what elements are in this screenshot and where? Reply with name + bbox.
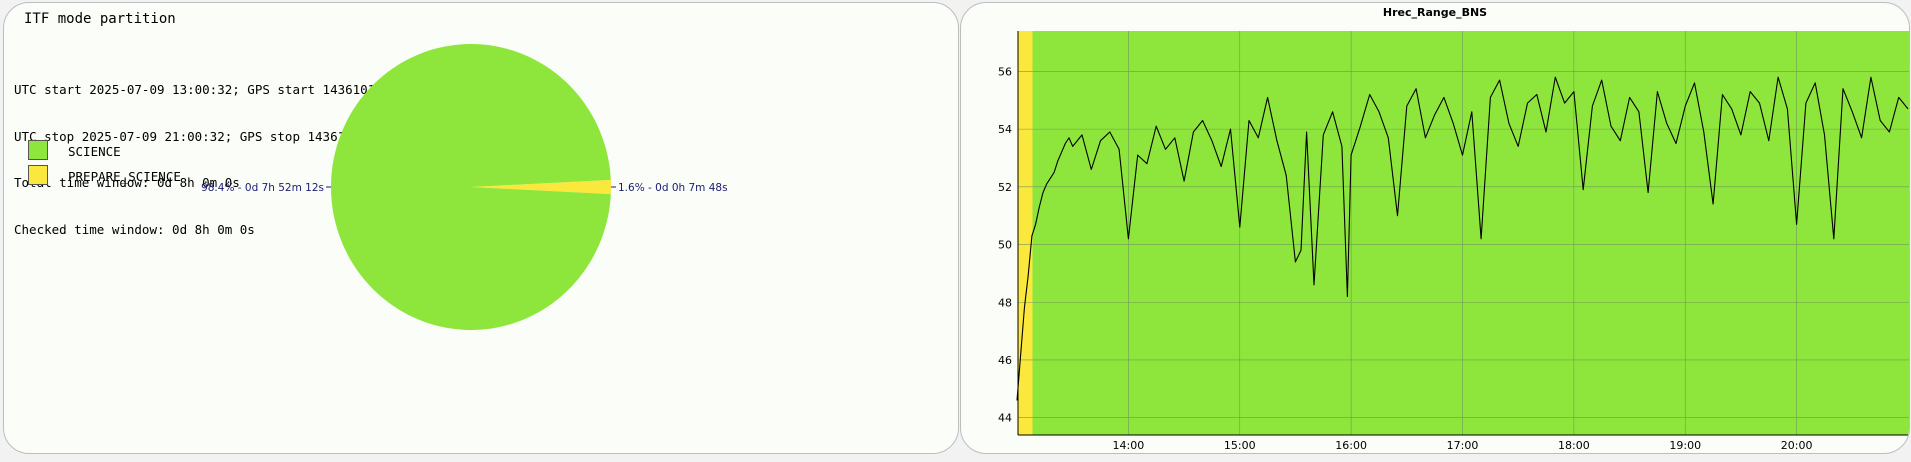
state-band-prepare-science <box>1018 31 1033 435</box>
legend-swatch-science <box>28 140 48 160</box>
line-chart-title: Hrec_Range_BNS <box>1383 6 1487 19</box>
pie-chart: 1.6% - 0d 0h 7m 48s 98.4% - 0d 7h 52m 12s <box>201 43 728 330</box>
pie-slice-label: 98.4% - 0d 7h 52m 12s <box>201 182 324 194</box>
legend-swatch-prepare-science <box>28 165 48 185</box>
legend-label-science: SCIENCE <box>68 144 121 159</box>
x-tick-label: 19:00 <box>1669 439 1701 452</box>
line-chart: 44 46 48 50 52 54 56 14:00 15:00 16:00 17:00 18:00 1… <box>998 6 1909 452</box>
checked-window-line: Checked time window: 0d 8h 0m 0s <box>14 221 255 237</box>
y-tick-label: 50 <box>998 239 1012 252</box>
y-tick-label: 48 <box>998 296 1012 309</box>
x-tick-label: 18:00 <box>1558 439 1590 452</box>
pie-panel-title: ITF mode partition <box>24 11 176 27</box>
x-tick-label: 20:00 <box>1781 439 1813 452</box>
y-tick-label: 56 <box>998 65 1012 78</box>
legend-label-prepare-science: PREPARE_SCIENCE <box>68 169 181 184</box>
y-tick-label: 44 <box>998 412 1012 425</box>
total-window-line: Total time window: 0d 8h 0m 0s <box>14 175 240 190</box>
y-tick-label: 54 <box>998 123 1012 136</box>
time-info: UTC start 2025-07-09 13:00:32; GPS start… <box>14 51 405 268</box>
state-band-science <box>1032 31 1909 435</box>
y-tick-label: 46 <box>998 354 1012 367</box>
x-tick-label: 15:00 <box>1224 439 1256 452</box>
range-series-line <box>1016 76 1909 401</box>
pie-slice-label: 1.6% - 0d 0h 7m 48s <box>618 182 728 194</box>
y-tick-label: 52 <box>998 181 1012 194</box>
range-panel: 44 46 48 50 52 54 56 14:00 15:00 16:00 17:00 18:00 1… <box>960 2 1910 454</box>
mode-partition-panel: ITF mode partition UTC start 2025-07-09 … <box>3 2 959 454</box>
x-tick-label: 17:00 <box>1447 439 1479 452</box>
x-tick-label: 16:00 <box>1335 439 1367 452</box>
pie-slice-prepare-science <box>471 179 611 195</box>
pie-slice-science <box>331 43 611 330</box>
x-tick-label: 14:00 <box>1113 439 1145 452</box>
